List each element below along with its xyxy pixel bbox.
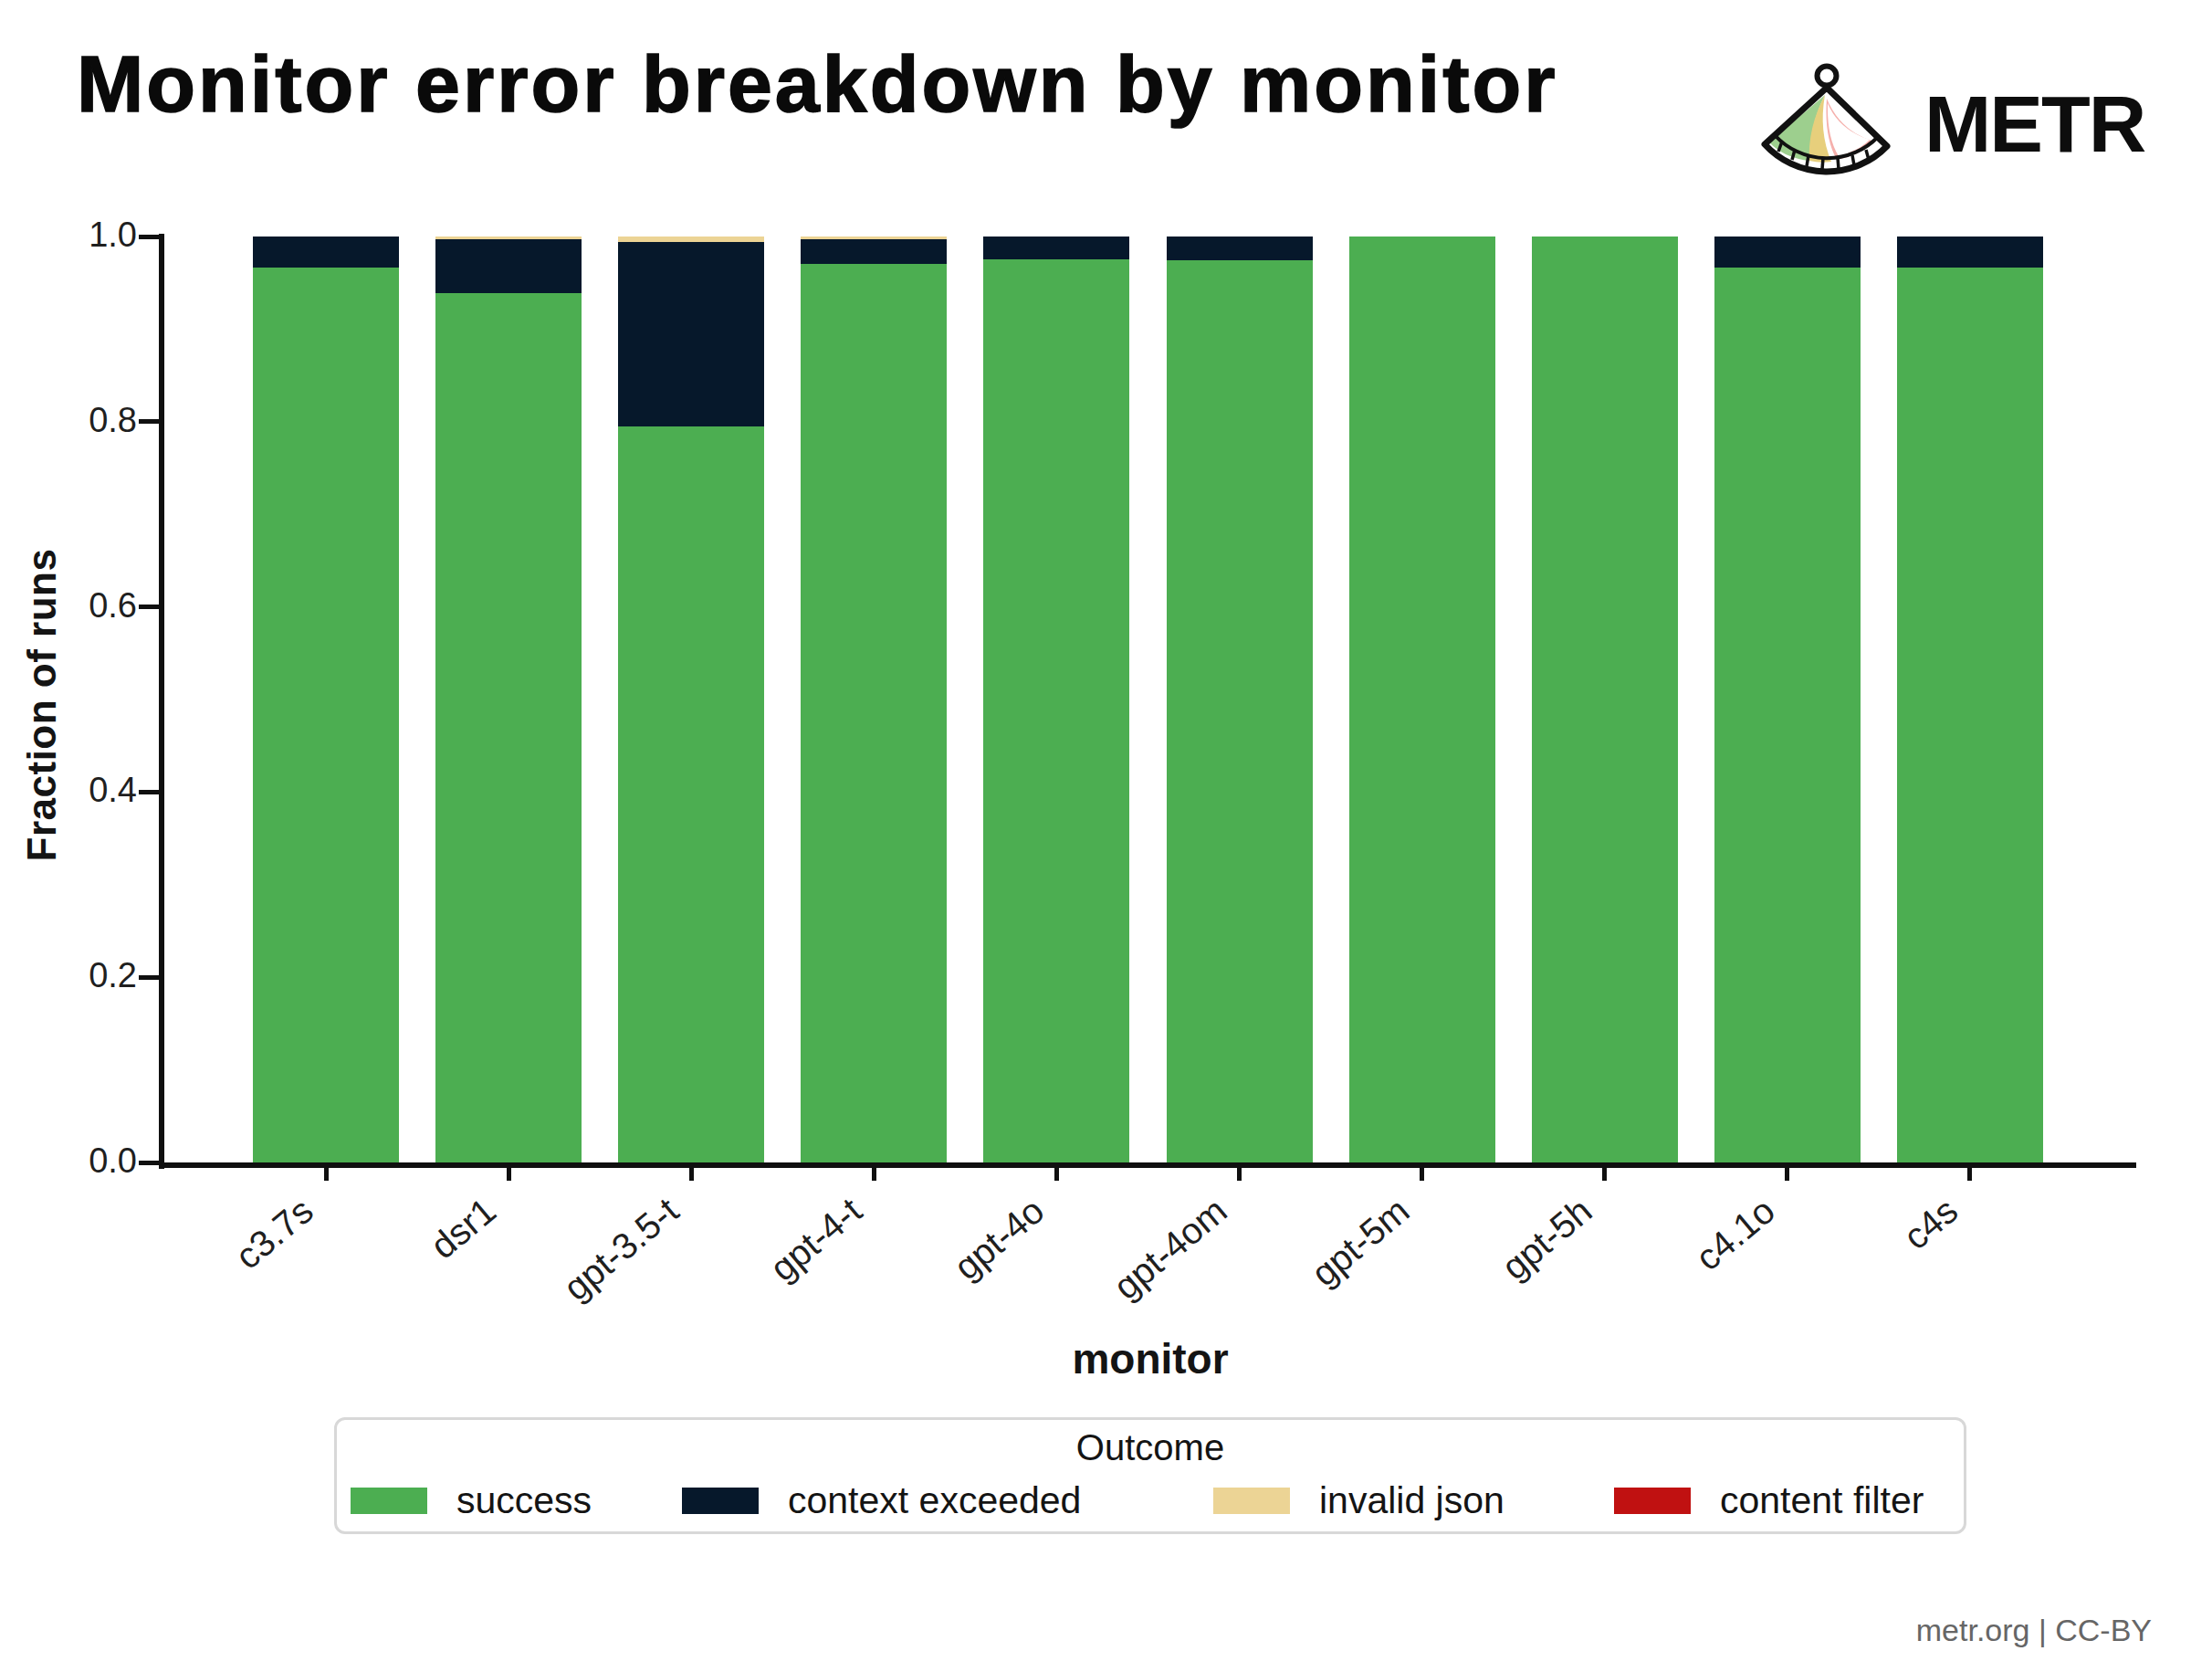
x-tick-mark [1785,1168,1789,1181]
bar-segment-success [1167,260,1313,1162]
x-tick-label: gpt-5m [1304,1190,1417,1294]
legend-swatch-context-exceeded [682,1488,759,1514]
bar-segment-success [618,426,764,1162]
x-tick-mark [1967,1168,1972,1181]
legend-label: success [456,1479,592,1522]
bar-segment-invalid-json [618,237,764,242]
x-tick-label: c4.1o [1688,1190,1782,1278]
y-tick-mark [139,975,159,980]
x-tick-mark [689,1168,694,1181]
bar-segment-success [983,259,1129,1162]
x-tick-label: c3.7s [228,1190,321,1277]
x-tick-label: gpt-4om [1106,1190,1234,1307]
y-tick-mark [139,235,159,239]
x-tick-label: dsr1 [424,1190,504,1267]
legend-swatch-invalid-json [1213,1488,1290,1514]
bar-segment-success [1532,237,1678,1162]
legend-item-context-exceeded: context exceeded [682,1479,1081,1522]
x-tick-mark [507,1168,511,1181]
y-tick-label: 1.0 [18,216,137,255]
legend-label: content filter [1720,1479,1924,1522]
bar-segment-success [435,293,582,1162]
x-tick-label: gpt-5h [1494,1190,1599,1288]
bar-segment-success [253,268,399,1163]
bar-segment-context-exceeded [253,237,399,268]
footer-credit: metr.org | CC-BY [1916,1613,2152,1648]
chart-title: Monitor error breakdown by monitor [77,37,1558,131]
bar-segment-context-exceeded [801,239,947,264]
y-tick-mark [139,1161,159,1165]
legend-swatch-success [351,1488,427,1514]
legend-title: Outcome [337,1427,1964,1468]
legend: Outcome success context exceeded invalid j… [334,1417,1966,1534]
metr-logo-icon [1755,53,1897,181]
y-tick-mark [139,419,159,424]
bar-segment-invalid-json [435,237,582,239]
bar-segment-context-exceeded [618,242,764,426]
y-tick-label: 0.0 [18,1141,137,1181]
y-tick-mark [139,605,159,609]
bar-segment-context-exceeded [1897,237,2043,268]
legend-label: invalid json [1319,1479,1504,1522]
bar-segment-success [1714,268,1861,1163]
logo-ring [1818,67,1837,86]
y-tick-label: 0.2 [18,956,137,995]
bar-segment-context-exceeded [435,239,582,293]
x-tick-label: gpt-3.5-t [556,1190,686,1308]
bar-segment-context-exceeded [983,237,1129,259]
x-tick-mark [1237,1168,1242,1181]
x-tick-mark [1420,1168,1424,1181]
y-tick-mark [139,790,159,794]
y-axis-line [159,234,164,1169]
legend-swatch-content-filter [1614,1488,1691,1514]
bar-segment-context-exceeded [1714,237,1861,268]
y-axis-title: Fraction of runs [19,549,65,862]
x-tick-label: gpt-4-t [762,1190,869,1288]
bar-segment-context-exceeded [1167,237,1313,260]
metr-logo-text: METR [1924,84,2144,164]
bar-segment-invalid-json [801,237,947,239]
bar-segment-success [801,264,947,1162]
legend-item-content-filter: content filter [1614,1479,1924,1522]
y-tick-label: 0.8 [18,401,137,440]
bar-segment-success [1349,237,1495,1162]
x-tick-label: c4s [1895,1190,1965,1257]
x-tick-mark [872,1168,876,1181]
legend-item-invalid-json: invalid json [1213,1479,1504,1522]
bar-segment-success [1897,268,2043,1163]
x-tick-label: gpt-4o [947,1190,1052,1288]
x-tick-mark [1054,1168,1059,1181]
x-axis-title: monitor [1072,1334,1228,1383]
legend-item-success: success [351,1479,592,1522]
x-axis-line [159,1162,2136,1168]
x-tick-mark [324,1168,329,1181]
legend-label: context exceeded [788,1479,1081,1522]
x-tick-mark [1602,1168,1607,1181]
